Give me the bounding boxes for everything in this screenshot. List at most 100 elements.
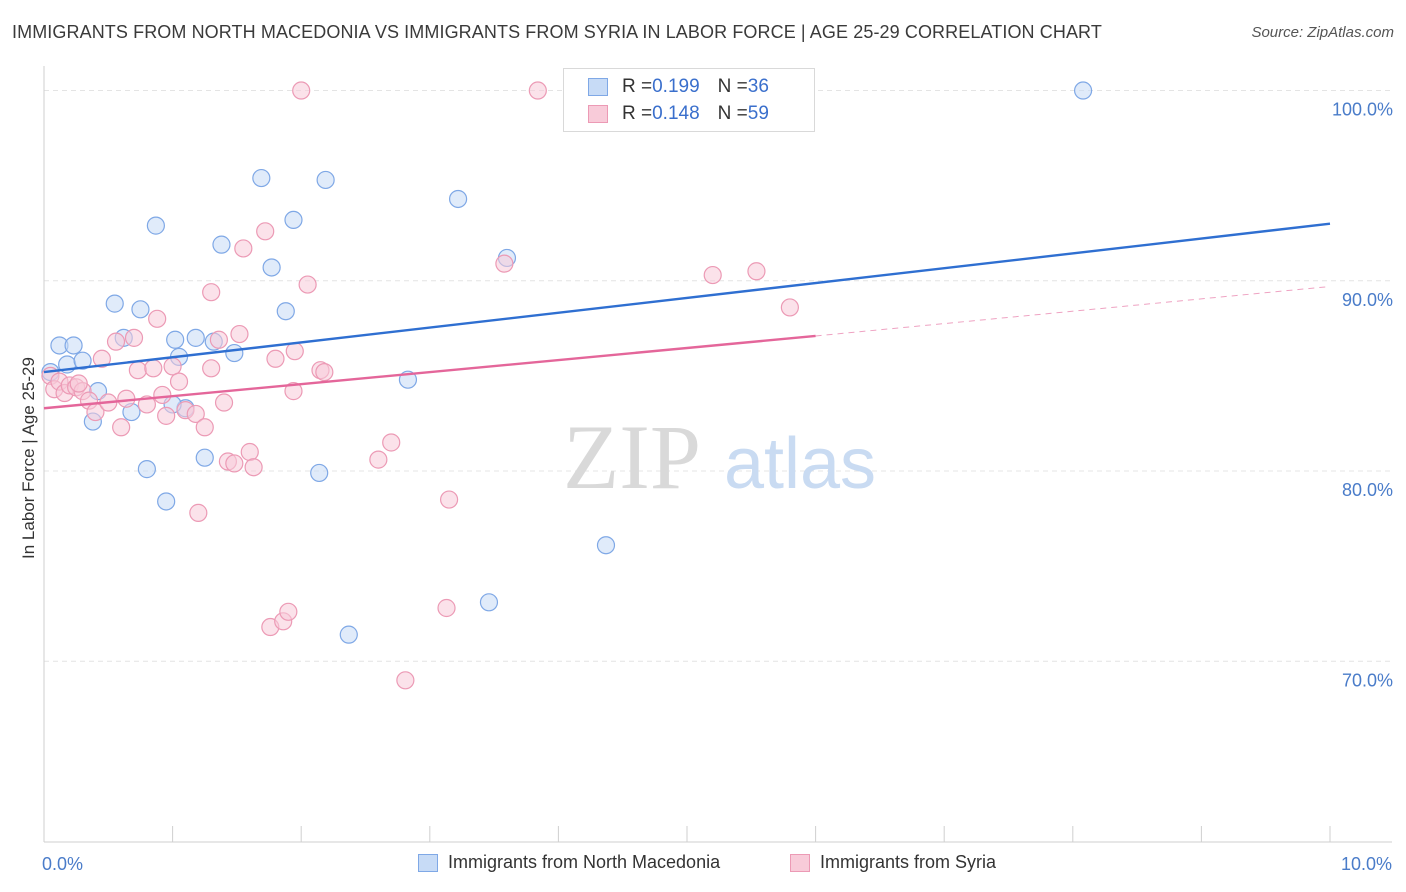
trend-line-dashed xyxy=(815,285,1331,337)
point-syria xyxy=(747,262,766,281)
point-north-macedonia xyxy=(225,343,244,363)
point-north-macedonia xyxy=(195,448,214,467)
y-tick-label: 100.0% xyxy=(1332,100,1393,120)
point-north-macedonia xyxy=(339,625,358,644)
point-syria xyxy=(92,349,111,368)
legend-r-label: R = xyxy=(622,103,653,124)
point-syria xyxy=(214,393,234,412)
legend-r-value: 0.199 xyxy=(652,76,700,97)
grid-lines xyxy=(44,90,1394,662)
legend-r-label: R = xyxy=(622,76,653,97)
point-syria xyxy=(256,222,275,241)
point-syria xyxy=(292,81,311,100)
legend-r-value: 0.148 xyxy=(652,103,700,124)
x-tick-label: 0.0% xyxy=(42,854,83,874)
point-syria xyxy=(148,309,167,328)
point-north-macedonia xyxy=(186,328,205,347)
point-syria xyxy=(298,275,317,294)
point-syria xyxy=(528,81,547,100)
point-north-macedonia xyxy=(146,216,165,235)
point-syria xyxy=(202,359,221,378)
trend-lines xyxy=(43,222,1331,410)
y-tick-label: 90.0% xyxy=(1342,290,1393,310)
point-syria xyxy=(284,382,303,401)
point-north-macedonia xyxy=(262,258,281,277)
point-syria xyxy=(495,254,514,273)
point-syria xyxy=(285,342,304,361)
series-swatch-pink xyxy=(790,853,810,872)
point-syria xyxy=(163,357,182,376)
point-syria xyxy=(234,239,253,258)
point-syria xyxy=(382,433,401,452)
point-syria xyxy=(124,328,144,347)
point-north-macedonia xyxy=(316,170,335,190)
point-north-macedonia xyxy=(479,593,499,612)
trend-line xyxy=(43,222,1331,374)
point-syria xyxy=(780,298,799,317)
point-north-macedonia xyxy=(252,168,271,188)
point-syria xyxy=(112,418,131,437)
point-north-macedonia xyxy=(73,351,92,370)
point-syria xyxy=(240,442,259,462)
point-north-macedonia xyxy=(276,302,295,321)
point-syria xyxy=(209,330,228,349)
y-tick-label: 70.0% xyxy=(1342,670,1393,690)
series-legend-syria: Immigrants from Syria xyxy=(790,852,996,873)
point-syria xyxy=(144,359,163,378)
point-syria xyxy=(369,450,388,469)
legend-n-value: 36 xyxy=(747,76,769,97)
point-syria xyxy=(244,458,263,477)
point-syria xyxy=(225,454,244,473)
point-north-macedonia xyxy=(212,235,231,254)
point-north-macedonia xyxy=(105,294,124,313)
point-syria xyxy=(195,418,214,437)
trend-line xyxy=(43,334,816,410)
point-syria xyxy=(315,362,334,382)
point-syria xyxy=(439,490,459,509)
point-syria xyxy=(437,598,456,618)
point-syria xyxy=(106,332,126,351)
point-north-macedonia xyxy=(157,492,176,511)
point-syria xyxy=(128,361,147,380)
point-north-macedonia xyxy=(166,330,185,349)
axes xyxy=(43,66,1392,843)
y-axis-label: In Labor Force | Age 25-29 xyxy=(19,357,38,559)
point-north-macedonia xyxy=(131,300,150,319)
series-name: Immigrants from Syria xyxy=(820,852,997,872)
point-syria xyxy=(266,349,285,368)
series-legend-north-macedonia: Immigrants from North Macedonia xyxy=(418,852,720,873)
watermark: ZIP atlas xyxy=(563,406,876,508)
point-north-macedonia xyxy=(596,536,616,555)
point-syria xyxy=(186,404,205,424)
y-tick-label: 80.0% xyxy=(1342,480,1393,500)
chart-title: IMMIGRANTS FROM NORTH MACEDONIA VS IMMIG… xyxy=(12,22,1102,42)
point-syria xyxy=(703,265,722,285)
watermark-zip: ZIP xyxy=(563,406,701,508)
point-syria xyxy=(169,372,189,391)
point-syria xyxy=(202,283,221,302)
tick-labels: 100.0% 90.0% 80.0% 70.0% 0.0% 10.0% xyxy=(42,100,1393,874)
point-syria xyxy=(69,374,88,393)
legend-n-value: 59 xyxy=(747,103,769,124)
chart-source: Source: ZipAtlas.com xyxy=(1251,24,1394,41)
point-north-macedonia xyxy=(448,189,468,209)
point-syria xyxy=(279,602,298,621)
legend-row-north-macedonia: R = 0.199 N = 36 xyxy=(588,75,769,99)
watermark-atlas: atlas xyxy=(724,424,876,504)
data-points xyxy=(41,81,1093,690)
x-tick-label: 10.0% xyxy=(1341,854,1392,874)
legend: R = 0.199 N = 36 R = 0.148 N = 59 xyxy=(563,68,815,132)
legend-swatch-blue xyxy=(588,78,608,96)
point-syria xyxy=(157,406,176,425)
legend-n-label: N = xyxy=(717,103,748,124)
series-name: Immigrants from North Macedonia xyxy=(448,852,721,872)
point-north-macedonia xyxy=(137,460,156,479)
legend-n-label: N = xyxy=(717,76,748,97)
point-syria xyxy=(230,324,249,344)
legend-row-syria: R = 0.148 N = 59 xyxy=(588,102,769,126)
point-north-macedonia xyxy=(1073,81,1093,100)
point-north-macedonia xyxy=(284,210,303,230)
legend-swatch-pink xyxy=(588,105,608,123)
point-syria xyxy=(396,671,415,690)
